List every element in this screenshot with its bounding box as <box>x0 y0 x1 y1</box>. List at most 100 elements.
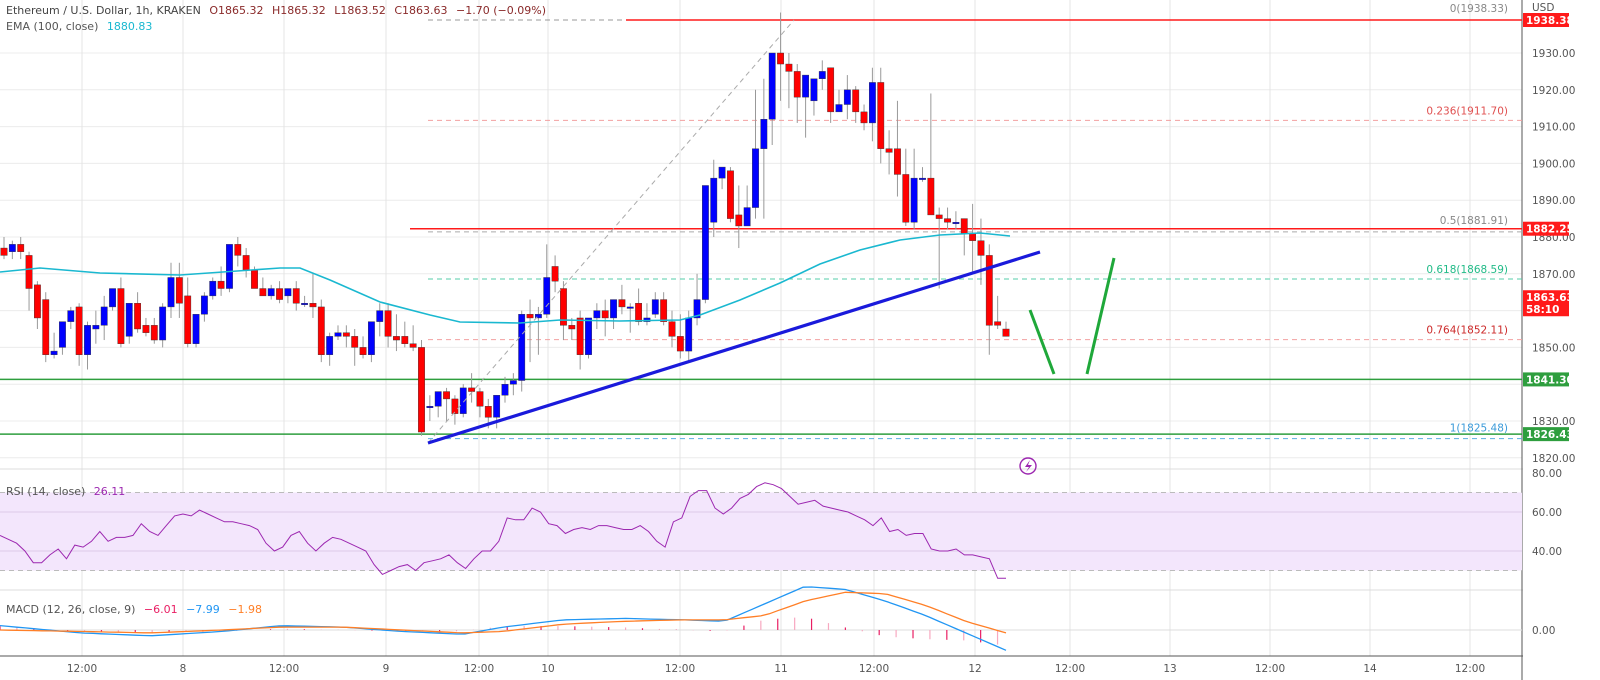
candle-body <box>718 166 726 179</box>
price-tag-value: 1826.43 <box>1526 429 1574 441</box>
candle-body <box>150 325 158 341</box>
candle-body <box>743 207 751 227</box>
candle-body <box>960 218 968 234</box>
candle-body <box>919 177 926 180</box>
candle-body <box>944 218 951 223</box>
candle-body <box>685 317 693 352</box>
candle-body <box>802 74 810 98</box>
price-tick: 1910.00 <box>1532 122 1575 134</box>
candle-body <box>777 52 784 65</box>
price-tick: 1870.00 <box>1532 269 1575 281</box>
candle-body <box>768 52 776 120</box>
time-tick: 11 <box>774 663 787 675</box>
candle-body <box>8 244 16 252</box>
candle-body <box>827 67 835 113</box>
projection-down-arrow[interactable] <box>1028 309 1056 375</box>
candle-body <box>92 325 100 330</box>
candle-body <box>560 288 567 326</box>
candle-body <box>626 306 634 309</box>
time-tick: 10 <box>541 663 554 675</box>
symbol-legend: Ethereum / U.S. Dollar, 1h, KRAKEN O1865… <box>6 4 551 17</box>
price-axis-bg <box>1523 0 1600 680</box>
price-tag-value: 1938.38 <box>1526 15 1574 27</box>
price-tag[interactable] <box>1523 221 1569 236</box>
candle-body <box>635 303 643 322</box>
rsi-tick: 40.00 <box>1532 546 1562 558</box>
horizontal-levels: 0(1938.33) 0.236(1911.70) 0.5(1881.91) 0.61… <box>0 3 1522 440</box>
candle-body <box>476 391 484 407</box>
candle-body <box>1002 328 1010 337</box>
candle-body <box>334 332 342 337</box>
candle-body <box>184 295 192 344</box>
lightning-glyph <box>1025 460 1032 472</box>
candle-body <box>693 299 701 319</box>
candle-body <box>785 63 793 72</box>
lightning-icon[interactable] <box>1019 457 1037 475</box>
ema-legend: EMA (100, close) 1880.83 <box>6 20 157 33</box>
candle-body <box>935 214 943 219</box>
projection-up-arrow[interactable] <box>1085 257 1116 375</box>
candle-body <box>42 299 50 355</box>
fib-label: 0(1938.33) <box>1450 3 1508 15</box>
fib-diagonal-line[interactable] <box>427 19 795 444</box>
candle-body <box>735 214 743 227</box>
candle-body <box>568 325 576 330</box>
candle-body <box>259 288 267 297</box>
candle-body <box>175 277 183 304</box>
time-axis[interactable]: 12:00 8 12:00 9 12:00 10 12:00 11 12:00 12 12:00 13… <box>67 663 1485 675</box>
candle-body <box>843 89 851 105</box>
price-axis[interactable]: USD 1930.00 1920.00 1910.00 1900.00 1890.00 18… <box>1523 0 1600 680</box>
candle-body <box>509 380 517 385</box>
rsi-line <box>0 482 1006 579</box>
candle-body <box>167 277 175 308</box>
candle-body <box>301 303 308 305</box>
ema-label: EMA (100, close) <box>6 20 99 33</box>
time-tick: 12:00 <box>1455 663 1485 675</box>
ema-100-line <box>0 232 1011 324</box>
candle-body <box>351 336 359 348</box>
candle-body <box>50 350 58 355</box>
time-tick: 12:00 <box>67 663 97 675</box>
candle-body <box>601 310 609 319</box>
candle-body <box>518 314 526 381</box>
price-tag[interactable] <box>1523 13 1569 27</box>
macd-signal-value: −1.98 <box>228 603 263 616</box>
price-tick: 1920.00 <box>1532 85 1575 97</box>
candle-body <box>994 321 1002 326</box>
candle-body <box>484 406 492 418</box>
candle-body <box>810 78 818 102</box>
fib-label: 0.236(1911.70) <box>1426 105 1508 117</box>
candle-body <box>860 111 868 124</box>
currency-label: USD <box>1532 2 1554 14</box>
candle-body <box>109 288 116 308</box>
candle-body <box>793 71 801 98</box>
time-tick: 12:00 <box>665 663 695 675</box>
candle-body <box>401 336 409 344</box>
candle-body <box>869 82 876 124</box>
macd-pane <box>0 586 1522 651</box>
bullish-trendline[interactable] <box>427 250 1041 445</box>
candle-body <box>702 185 709 300</box>
ohlc-high: H1865.32 <box>271 4 326 17</box>
time-tick: 12:00 <box>1255 663 1285 675</box>
candle-body <box>426 406 434 408</box>
price-tag[interactable] <box>1523 290 1569 317</box>
candle-body <box>359 347 367 355</box>
candle-body <box>317 306 325 355</box>
price-tag-value: 1882.25 <box>1526 224 1574 236</box>
candle-body <box>618 299 626 308</box>
candle-body <box>142 325 150 333</box>
candle-body <box>501 384 509 396</box>
candle-body <box>585 317 592 355</box>
candle-body <box>251 269 258 289</box>
ema-line <box>0 232 1011 324</box>
candle-body <box>818 71 826 79</box>
price-tag[interactable] <box>1523 372 1569 387</box>
candle-body <box>384 310 392 337</box>
candle-body <box>0 247 8 256</box>
candle-body <box>910 177 918 223</box>
rsi-tick: 60.00 <box>1532 507 1562 519</box>
price-tag[interactable] <box>1523 427 1569 442</box>
drawings[interactable] <box>427 19 1116 475</box>
